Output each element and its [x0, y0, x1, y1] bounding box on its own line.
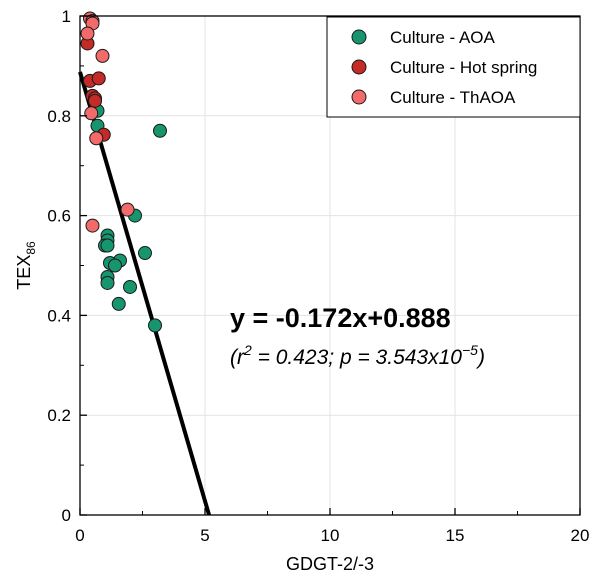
stats-r-superscript: 2 — [243, 342, 252, 358]
data-point-series-1 — [100, 275, 115, 290]
data-point-series-1 — [108, 258, 122, 273]
legend-items: Culture - AOA Culture - Hot spring Culture… — [351, 28, 537, 107]
legend-marker — [351, 89, 367, 105]
x-axis-label: GDGT-2/-3 — [286, 554, 374, 574]
data-point-series-1 — [100, 238, 115, 253]
y-tick-label: 0.6 — [47, 207, 71, 226]
fit-equation: y = -0.172x+0.888 — [230, 303, 451, 333]
data-point-series-3 — [95, 48, 110, 63]
y-tick-label: 0.2 — [47, 406, 71, 425]
legend-marker — [351, 59, 367, 75]
x-tick-label: 20 — [571, 526, 590, 545]
data-points — [80, 11, 167, 333]
y-axis-label-subscript: 86 — [24, 241, 38, 255]
x-tick-label: 15 — [446, 526, 465, 545]
legend-box — [326, 16, 581, 118]
data-point-series-1 — [148, 318, 162, 333]
fit-statistics: (r2 = 0.423; p = 3.543x10−5) — [230, 342, 485, 369]
x-tick-label: 0 — [75, 526, 84, 545]
stats-middle: = 0.423; p = 3.543x10 — [252, 346, 462, 369]
axis-ticks: 0 5 10 15 20 0 0.2 0.4 0.6 0.8 1 — [47, 7, 589, 545]
data-point-series-3 — [80, 26, 95, 41]
data-point-series-3 — [120, 202, 135, 217]
fit-line — [78, 71, 211, 516]
data-point-series-1 — [153, 123, 167, 138]
y-tick-label: 1 — [62, 7, 71, 26]
data-point-series-1 — [138, 246, 152, 261]
data-point-series-3 — [89, 131, 104, 146]
data-point-series-2 — [91, 71, 106, 86]
y-tick-label: 0 — [62, 506, 71, 525]
fit-line-group — [78, 71, 211, 516]
legend-label: Culture - Hot spring — [390, 58, 537, 77]
data-point-series-1 — [111, 296, 126, 311]
legend-label: Culture - AOA — [390, 28, 496, 47]
legend-label: Culture - ThAOA — [390, 88, 516, 107]
data-point-series-1 — [123, 279, 137, 294]
legend: Culture - AOA Culture - Hot spring Culture… — [326, 16, 581, 118]
stats-r-prefix: (r — [230, 346, 245, 369]
x-tick-label: 5 — [200, 526, 209, 545]
data-point-series-3 — [84, 106, 99, 121]
y-axis-label: TEX86 — [14, 241, 38, 290]
stats-p-superscript: −5 — [462, 342, 478, 358]
data-point-series-2 — [88, 93, 102, 108]
stats-suffix: ) — [475, 346, 485, 369]
y-axis-label-main: TEX — [14, 255, 34, 290]
data-point-series-3 — [85, 218, 100, 233]
x-tick-label: 10 — [321, 526, 340, 545]
y-tick-label: 0.8 — [47, 107, 71, 126]
legend-marker — [351, 29, 367, 45]
y-tick-label: 0.4 — [47, 306, 71, 325]
